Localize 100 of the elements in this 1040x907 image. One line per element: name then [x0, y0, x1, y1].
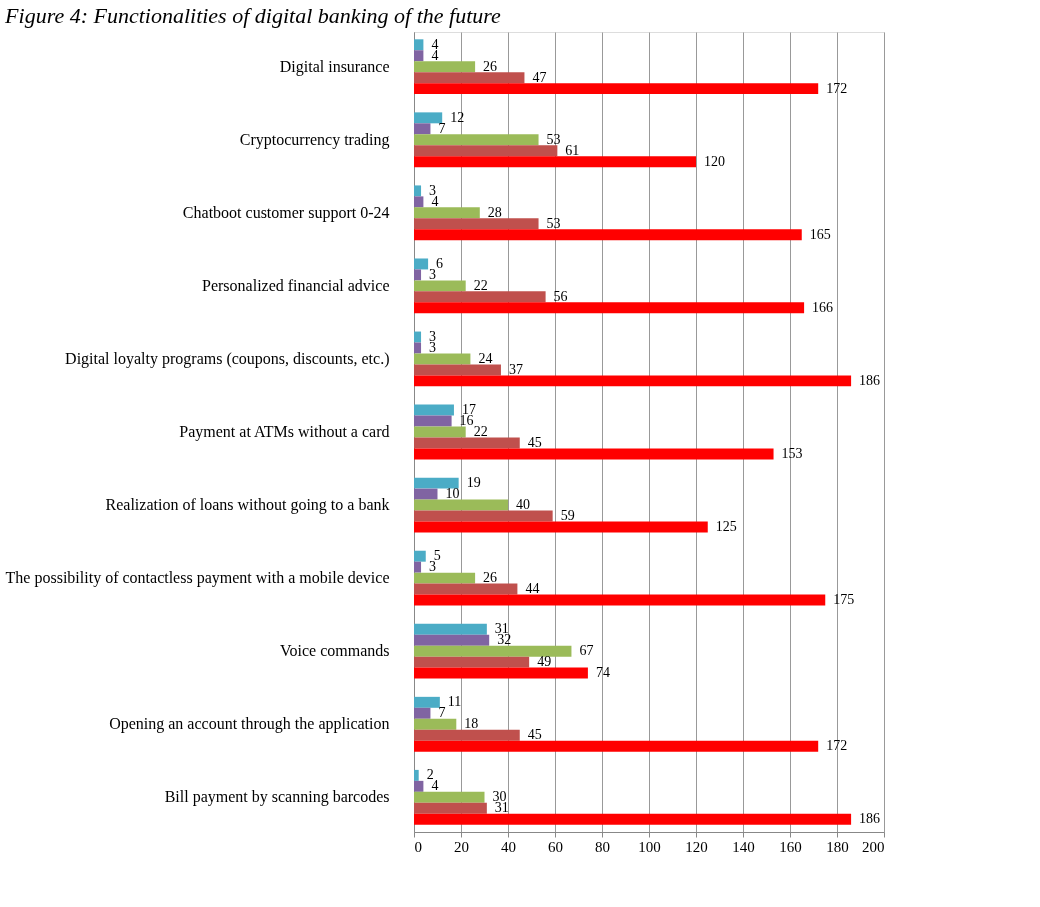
y-tick-label: Opening an account through the application	[109, 715, 390, 734]
bar	[414, 707, 431, 719]
data-label: 166	[812, 299, 834, 315]
data-label: 7	[438, 705, 446, 721]
data-label: 175	[833, 592, 855, 608]
data-label: 3	[429, 559, 437, 575]
data-label: 26	[483, 58, 498, 74]
bar	[414, 404, 454, 416]
data-label: 3	[429, 266, 437, 282]
bar	[414, 415, 452, 427]
bar	[414, 477, 459, 489]
bar	[414, 718, 457, 730]
y-tick-label: Personalized financial advice	[202, 276, 390, 294]
data-label: 26	[483, 570, 498, 586]
bar	[414, 813, 852, 825]
bar	[414, 740, 819, 752]
bar	[414, 583, 518, 595]
x-tick-label: 160	[779, 838, 802, 855]
data-label: 186	[859, 372, 881, 388]
data-label: 53	[546, 215, 561, 231]
data-label: 45	[527, 434, 542, 450]
bar	[414, 218, 539, 230]
data-label: 11	[447, 694, 462, 710]
data-label: 10	[445, 486, 460, 502]
bar	[414, 729, 520, 741]
bar	[414, 185, 422, 197]
x-tick-label: 60	[548, 838, 563, 855]
data-label: 44	[525, 581, 540, 597]
y-tick-label: Cryptocurrency trading	[239, 130, 390, 149]
bar	[414, 302, 805, 314]
data-label: 165	[809, 226, 831, 242]
x-tick-label: 40	[501, 838, 516, 855]
bar	[414, 123, 431, 135]
data-label: 3	[429, 182, 437, 198]
bar	[414, 364, 501, 376]
bar	[414, 196, 424, 208]
y-tick-label: Chatboot customer support 0-24	[182, 203, 390, 222]
bar	[414, 623, 487, 635]
data-label: 12	[450, 109, 465, 125]
data-label: 22	[473, 424, 488, 439]
data-label: 172	[826, 738, 848, 754]
bar	[414, 594, 826, 606]
bar	[414, 353, 471, 365]
data-label: 6	[436, 255, 444, 271]
chart-title: Figure 4: Functionalities of digital banking of the future	[4, 3, 502, 28]
bar	[414, 112, 443, 124]
data-label: 56	[553, 288, 568, 304]
data-label: 31	[494, 800, 509, 816]
bar	[414, 229, 802, 241]
data-label: 120	[704, 153, 725, 169]
bar	[414, 156, 696, 168]
bar	[414, 550, 426, 562]
data-label: 28	[487, 204, 502, 220]
bar	[414, 331, 422, 343]
bar	[414, 696, 440, 708]
data-label: 4	[431, 47, 439, 63]
y-tick-label: Digital insurance	[279, 57, 390, 76]
bar	[414, 510, 553, 522]
y-tick-label: Digital loyalty programs (coupons, discounts, etc.)	[65, 349, 390, 368]
y-tick-label: The possibility of contactless payment with a mobile device	[5, 569, 390, 588]
bar	[414, 791, 485, 803]
data-label: 37	[508, 361, 523, 377]
data-label: 59	[560, 508, 575, 524]
data-label: 74	[595, 665, 610, 681]
data-label: 19	[466, 475, 481, 491]
data-label: 24	[478, 350, 493, 366]
bar	[414, 656, 530, 668]
bar	[414, 667, 588, 679]
data-label: 49	[537, 654, 552, 670]
x-tick-label: 140	[732, 838, 755, 855]
bar	[414, 769, 419, 781]
bar	[414, 50, 424, 62]
data-label: 40	[516, 497, 530, 513]
data-label: 53	[546, 131, 561, 147]
y-tick-label: Payment at ATMs without a card	[179, 423, 390, 441]
data-label: 7	[438, 120, 446, 136]
data-label: 186	[859, 811, 881, 827]
y-tick-label: Bill payment by scanning barcodes	[164, 788, 390, 807]
y-tick-label: Realization of loans without going to a bank	[105, 496, 390, 515]
bar	[414, 426, 466, 438]
data-label: 2	[426, 767, 434, 783]
bar	[414, 521, 708, 533]
data-label: 47	[532, 69, 547, 85]
bar	[414, 258, 429, 270]
bar	[414, 269, 422, 281]
data-label: 61	[565, 142, 580, 158]
bar	[414, 72, 525, 84]
data-label: 18	[464, 716, 479, 732]
data-label: 22	[473, 277, 488, 293]
bar	[414, 437, 520, 449]
bar	[414, 61, 476, 73]
y-tick-label: Voice commands	[280, 642, 390, 660]
bar	[414, 280, 466, 292]
bar	[414, 488, 438, 500]
x-tick-label: 120	[685, 838, 708, 855]
data-label: 172	[826, 80, 848, 96]
bar	[414, 780, 424, 792]
bar	[414, 134, 539, 146]
bar	[414, 634, 490, 646]
bar	[414, 145, 558, 157]
